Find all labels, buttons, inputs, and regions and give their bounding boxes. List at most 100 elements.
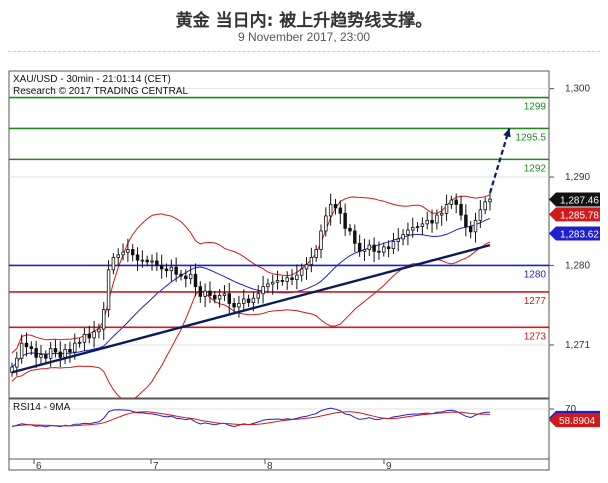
x-axis: 6 7 8 9 [33,459,392,472]
candle-body [179,273,183,277]
candle-body [391,241,396,250]
rsi-label: RSI14 - 9MA [13,402,71,413]
candle-body [348,227,352,232]
candle-body [102,309,106,330]
bollinger-upper [11,194,491,354]
candle-body [73,342,77,353]
candle-body [314,249,318,258]
price-tag-label: 1,287.46 [560,196,599,207]
candle-body [232,303,236,308]
chart-research-line: Research © 2017 TRADING CENTRAL [13,86,188,97]
candle-body [213,295,217,300]
candle-body [266,283,270,288]
page-title: 黄金 当日内: 被上升趋势线支撑。 [175,11,433,31]
candle-body [82,333,87,343]
candle-body [58,351,63,358]
candle-body [251,297,256,303]
candle-body [150,260,154,263]
ma-line [11,217,491,368]
price-tags: 1,287.46 1,285.78 1,283.62 [549,192,600,241]
candle-body [377,250,381,253]
candle-body [242,298,246,304]
candle-body [24,342,29,348]
candle-body [444,204,449,214]
x-tick-label: 6 [36,461,42,472]
candle-body [338,207,343,214]
bollinger-lower [11,241,491,402]
level-label: 1292 [524,163,547,174]
price-y-axis: 1,271 1,280 1,290 1,300 [549,84,590,351]
candle-body [483,201,487,211]
candle-body [464,214,468,227]
trendline-segment [11,243,491,374]
candle-body [169,266,174,272]
candle-body [198,286,203,297]
candle-body [145,259,149,263]
candle-body [63,348,67,358]
candle-body [406,229,410,235]
chart-info-line: XAU/USD - 30min - 21:01:14 (CET) [13,74,171,85]
level-label: 1295.5 [515,132,546,143]
candle-body [333,204,338,209]
candle-body [140,259,145,262]
candle-body [106,269,111,311]
candle-body [227,293,232,304]
candle-body [343,212,347,229]
candle-body [193,273,198,288]
candle-body [420,223,425,227]
candle-body [68,348,72,353]
rsi-tag-bg [549,413,600,428]
candle-body [372,244,376,252]
rsi-tag-label: 58.8904 [559,416,596,427]
candle-body [121,251,125,256]
candle-body [246,298,251,303]
candle-body [34,348,38,358]
candle-body [87,333,91,339]
candle-body [280,280,285,282]
price-tag-label: 1,283.62 [560,229,599,240]
candle-body [357,242,362,252]
candle-body [48,348,53,359]
candle-body [468,226,473,233]
price-tag-bg [549,192,600,207]
candle-body [454,199,458,205]
candle-body [425,219,429,225]
rsi-ma-line [11,411,491,427]
candle-body [488,198,492,203]
y-tick-label: 1,300 [565,84,590,95]
rsi-tick-label: 70 [565,404,577,415]
candlestick-series [10,192,492,377]
level-label: 1280 [524,269,547,280]
candle-body [159,265,164,270]
forecast-arrow-head [503,128,511,138]
price-tag-bg [549,207,600,222]
price-tag-bg [549,226,600,241]
forecast-arrow-shaft [488,128,511,194]
candle-body [97,328,101,333]
candle-body [92,331,96,339]
candle-body [135,254,140,261]
candle-body [290,277,294,280]
candle-body [77,341,82,344]
candle-body [275,280,280,283]
candle-body [15,357,19,368]
candle-body [174,266,178,275]
candle-body [44,354,48,359]
candle-body [439,212,444,216]
candle-body [411,227,415,231]
candle-body [353,230,357,244]
x-tick-label: 9 [386,461,392,472]
price-tag-label: 1,285.78 [560,210,599,221]
candle-body [19,342,24,359]
page-datetime: 9 November 2017, 23:00 [237,30,371,44]
trendline [11,243,491,374]
price-panel [8,70,550,399]
candle-body [116,254,120,258]
x-axis-strip [8,458,550,471]
candle-body [222,293,227,296]
candle-body [295,274,299,280]
forecast-arrow [488,128,511,194]
rsi-lines [11,407,491,428]
x-tick-label: 7 [153,461,159,472]
candle-body [386,246,391,250]
